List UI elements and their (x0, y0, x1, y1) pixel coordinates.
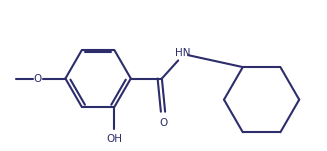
Text: O: O (159, 118, 168, 128)
Text: HN: HN (175, 48, 190, 58)
Text: OH: OH (107, 134, 122, 144)
Text: O: O (33, 74, 42, 84)
